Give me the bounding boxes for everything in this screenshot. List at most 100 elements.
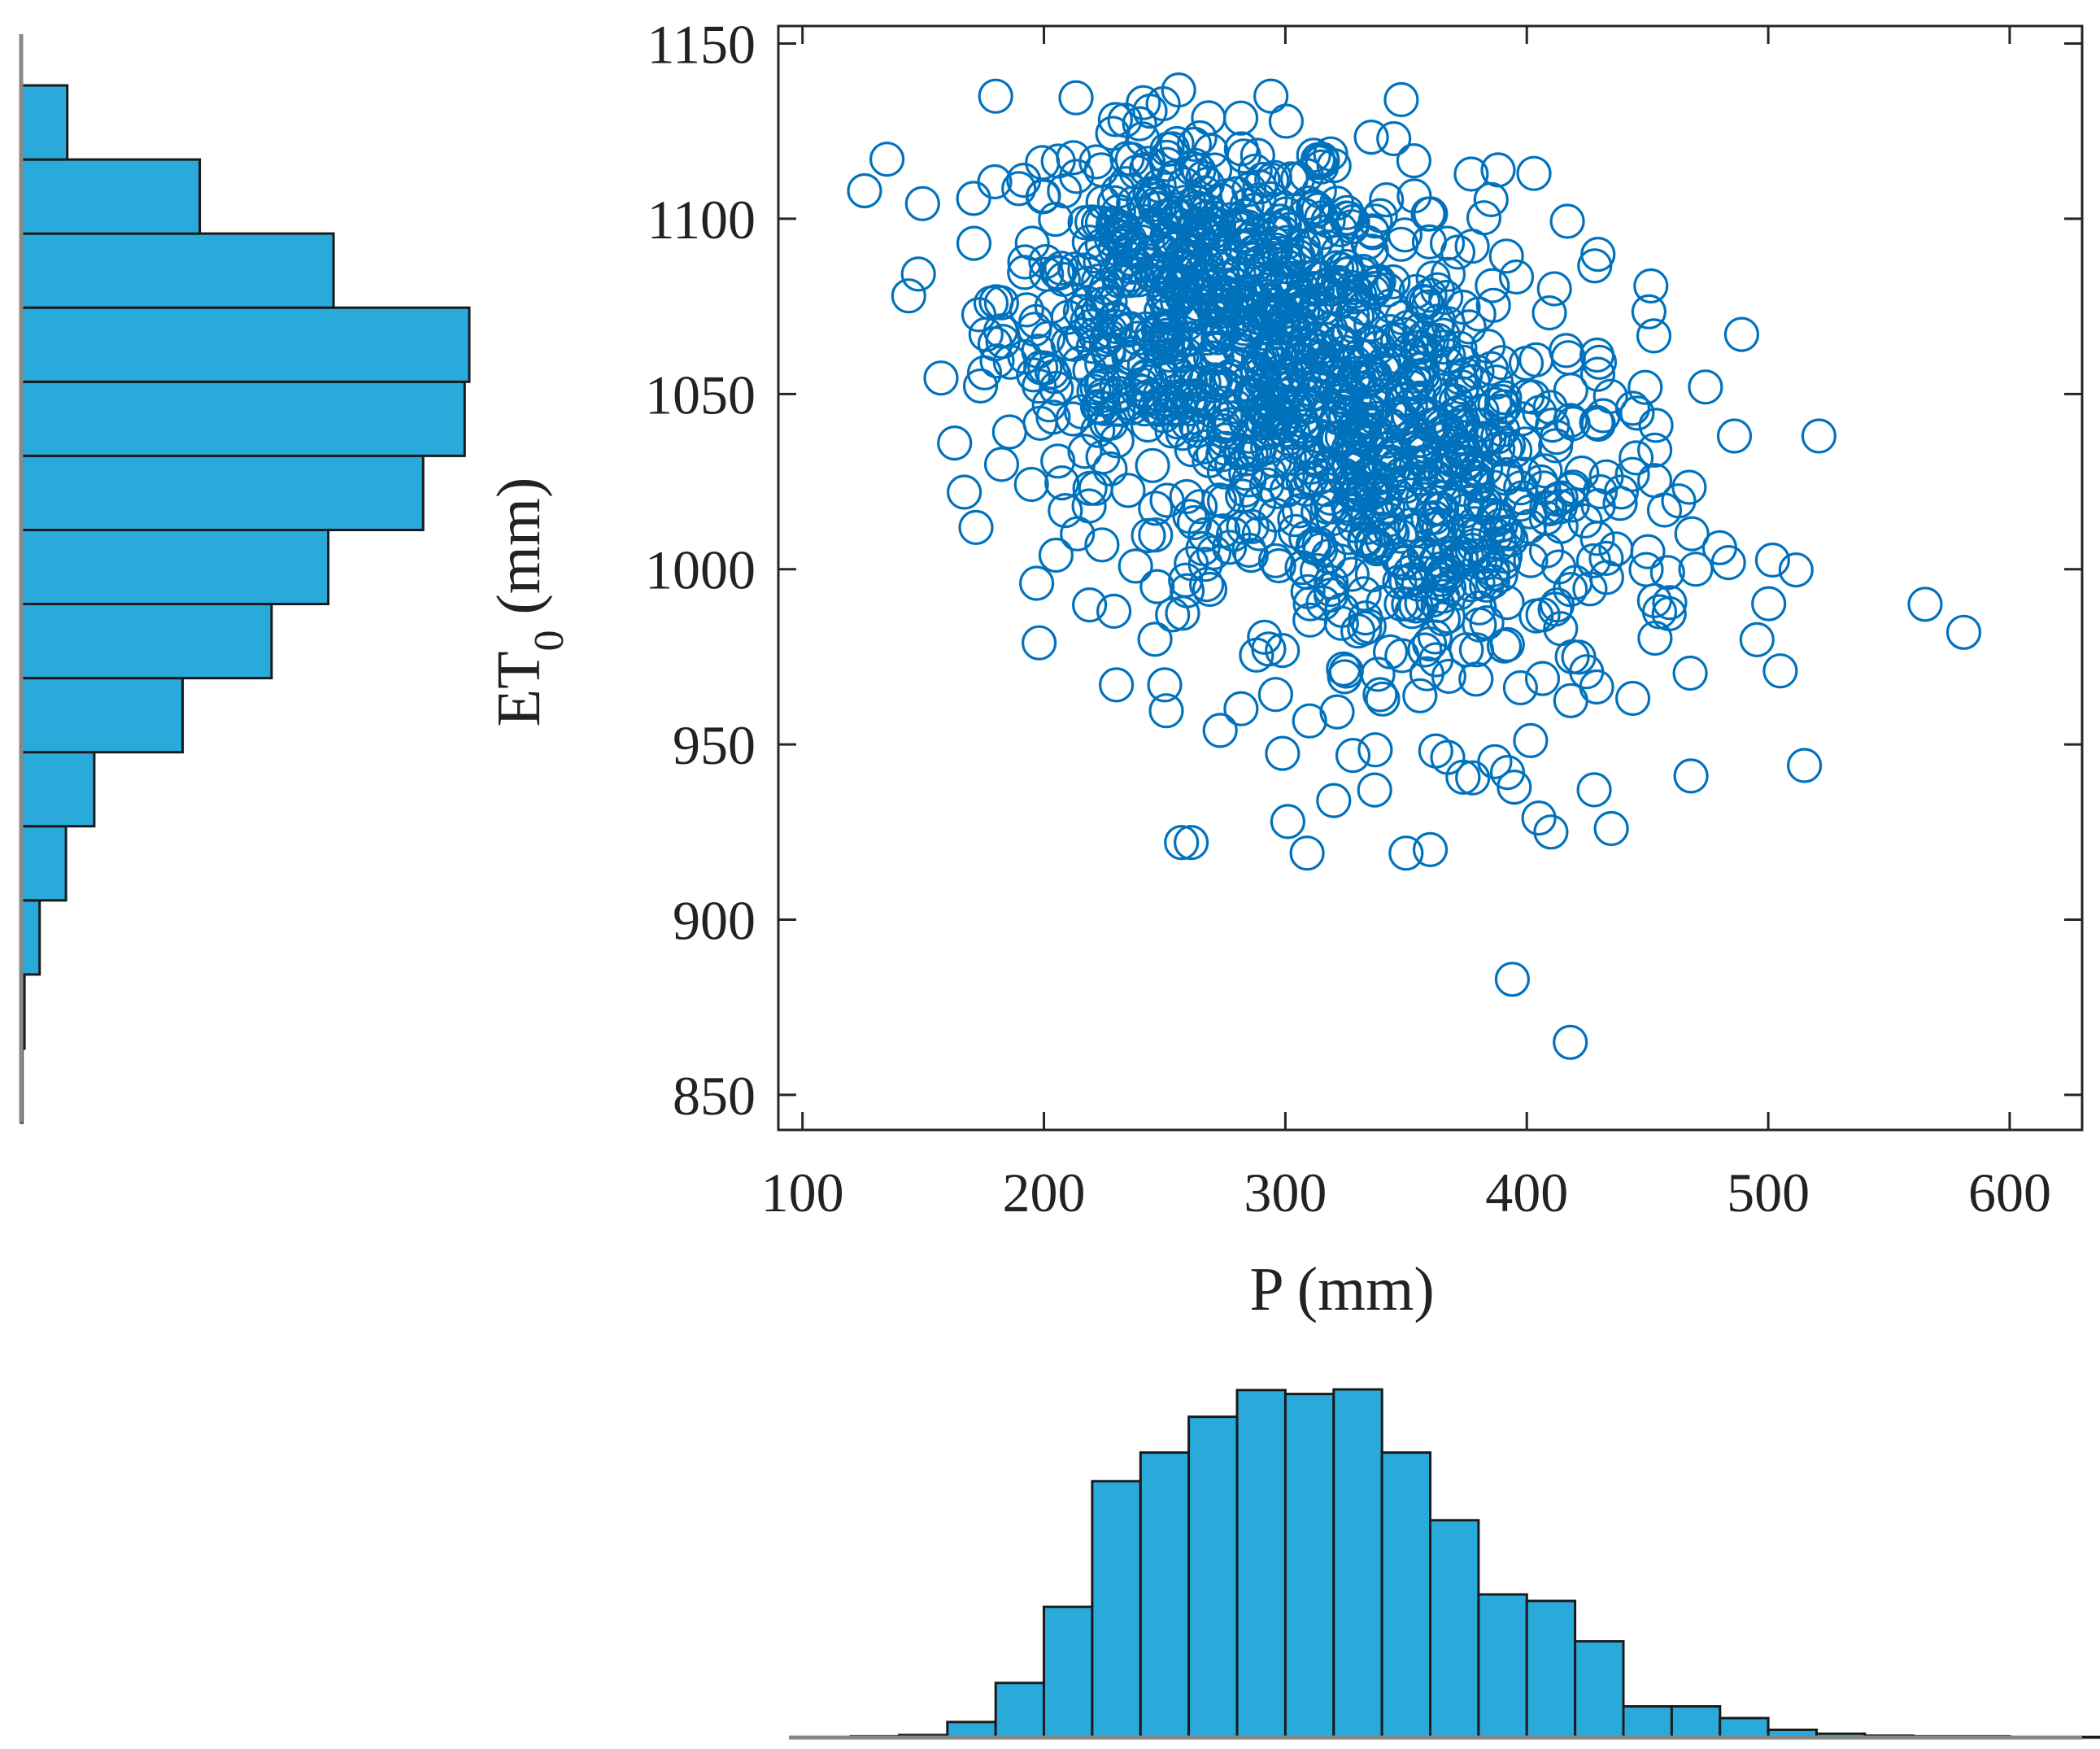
x-axis-label: P (mm) xyxy=(1249,1255,1434,1324)
scatter-point xyxy=(1291,434,1327,470)
scatter-point xyxy=(1200,320,1236,355)
scatter-point xyxy=(1762,653,1798,689)
scatter-point xyxy=(1475,564,1510,600)
scatter-point xyxy=(1071,587,1108,623)
scatter-point xyxy=(1508,345,1545,382)
x-tick-label: 200 xyxy=(1003,1162,1086,1223)
scatter-point xyxy=(1336,435,1372,471)
scatter-point xyxy=(1202,713,1238,748)
scatter-point xyxy=(1150,220,1186,256)
scatter-point xyxy=(1265,632,1301,669)
scatter-point xyxy=(1018,303,1054,339)
scatter-point xyxy=(1402,678,1438,713)
scatter-point xyxy=(1118,247,1155,283)
scatter-point xyxy=(1375,437,1411,473)
scatter-point xyxy=(1076,373,1112,409)
scatter-plot: 100 200 300 400 500 600 850 900 950 1000 1050 1100… xyxy=(485,14,2084,1324)
p-histogram-bars xyxy=(849,1388,2100,1739)
scatter-point xyxy=(1016,357,1052,393)
scatter-point xyxy=(1524,661,1561,696)
p-histogram-bar xyxy=(1332,1388,1383,1739)
scatter-point xyxy=(1394,369,1430,405)
scatter-point xyxy=(1259,473,1295,509)
scatter-point xyxy=(1579,337,1615,373)
scatter-point xyxy=(1636,318,1672,354)
x-axis-ticks: 100 200 300 400 500 600 xyxy=(761,26,2051,1223)
scatter-point xyxy=(1455,364,1491,399)
scatter-point xyxy=(1444,376,1479,412)
scatter-point xyxy=(1436,487,1471,523)
scatter-point xyxy=(1001,171,1037,207)
scatter-point xyxy=(1445,759,1481,796)
p-histogram-bar xyxy=(1429,1519,1480,1739)
scatter-point xyxy=(1295,439,1331,476)
scatter-point xyxy=(1426,329,1462,365)
scatter-point xyxy=(1021,625,1057,661)
scatter-point xyxy=(1027,350,1063,386)
et0-histogram-bar xyxy=(20,603,273,680)
scatter-point xyxy=(1270,804,1306,840)
scatter-point xyxy=(1237,153,1273,189)
scatter-point xyxy=(1536,271,1572,307)
scatter-point xyxy=(1196,293,1232,329)
scatter-point xyxy=(1498,259,1535,295)
scatter-point xyxy=(1511,508,1547,544)
scatter-point xyxy=(961,297,997,333)
scatter-point xyxy=(1521,800,1557,836)
scatter-point xyxy=(1423,551,1459,587)
scatter-point xyxy=(1493,521,1529,558)
scatter-point xyxy=(1306,214,1342,251)
scatter-point xyxy=(1582,473,1619,510)
scatter-point xyxy=(1240,137,1275,173)
scatter-point xyxy=(1285,464,1321,500)
scatter-point xyxy=(1513,722,1549,759)
scatter-point xyxy=(966,355,1003,390)
scatter-point xyxy=(1174,546,1209,582)
scatter-point xyxy=(1194,393,1231,429)
scatter-point xyxy=(1351,608,1387,644)
scatter-point xyxy=(1165,595,1200,631)
scatter-point xyxy=(1671,469,1707,505)
scatter-point xyxy=(1038,537,1074,574)
scatter-point xyxy=(891,278,926,314)
scatter-point xyxy=(1257,215,1293,251)
scatter-point xyxy=(1502,670,1539,706)
scatter-point xyxy=(1206,483,1243,519)
scatter-point xyxy=(1149,139,1185,175)
scatter-point xyxy=(1631,294,1667,329)
y-tick-label: 900 xyxy=(673,890,756,952)
scatter-point xyxy=(1083,368,1119,404)
scatter-point xyxy=(1252,456,1287,491)
scatter-point xyxy=(1265,405,1301,441)
scatter-point xyxy=(1614,456,1650,492)
scatter-point xyxy=(1192,571,1228,608)
scatter-point xyxy=(1176,504,1213,541)
scatter-point xyxy=(1418,733,1453,769)
scatter-point xyxy=(1365,523,1401,559)
scatter-point xyxy=(1384,465,1420,501)
scatter-point xyxy=(1187,517,1223,553)
scatter-point xyxy=(923,360,959,396)
p-histogram-bar xyxy=(1574,1640,1625,1739)
scatter-point xyxy=(1239,637,1274,673)
scatter-point xyxy=(1506,456,1542,492)
scatter-point xyxy=(1652,585,1688,621)
scatter-point xyxy=(1118,548,1153,584)
scatter-point xyxy=(956,225,992,261)
y-tick-label: 850 xyxy=(673,1065,756,1127)
scatter-point xyxy=(1075,329,1111,364)
scatter-point xyxy=(1353,525,1390,560)
scatter-point xyxy=(1376,120,1412,157)
scatter-point xyxy=(1148,693,1184,729)
scatter-point xyxy=(1316,783,1352,818)
scatter-point xyxy=(1564,455,1600,491)
scatter-point xyxy=(1409,656,1445,691)
scatter-point xyxy=(1576,772,1612,808)
scatter-point xyxy=(1417,619,1453,655)
scatter-point xyxy=(1126,85,1161,120)
scatter-point xyxy=(1187,547,1223,582)
scatter-point xyxy=(1149,482,1185,518)
scatter-point xyxy=(1310,539,1347,574)
scatter-point xyxy=(1040,143,1076,179)
scatter-point xyxy=(1336,408,1372,445)
